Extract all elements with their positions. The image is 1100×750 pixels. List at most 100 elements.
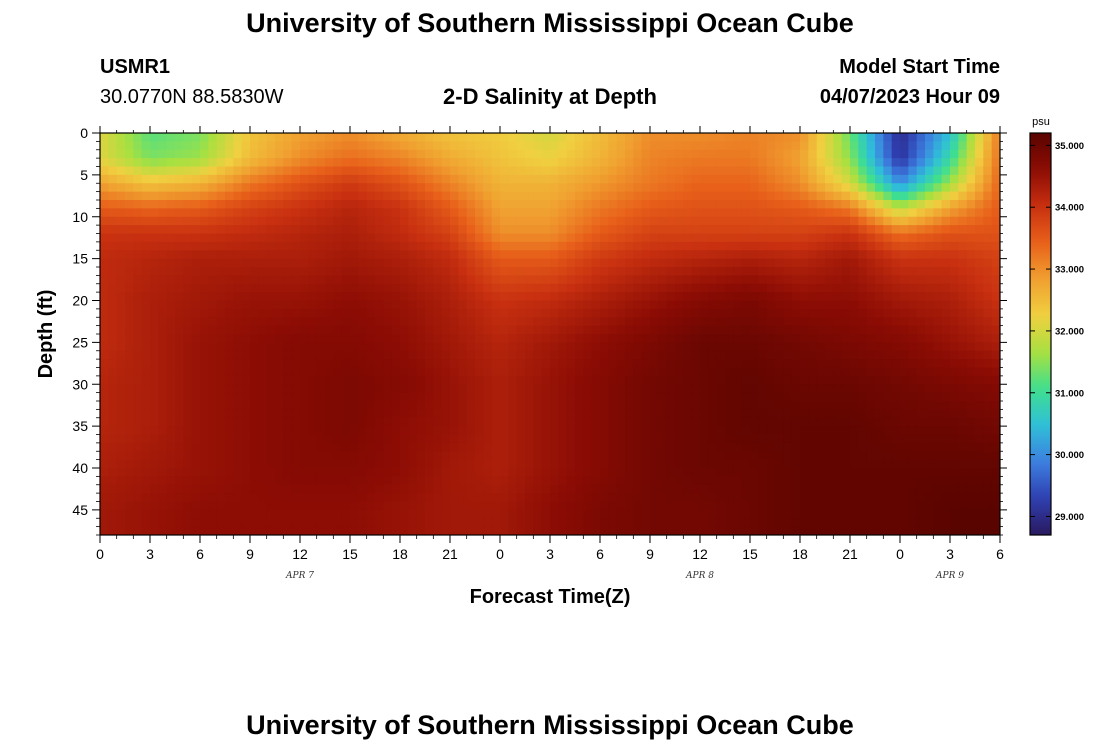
- heatmap-cell: [225, 442, 234, 452]
- heatmap-cell: [783, 275, 793, 285]
- heatmap-cell: [341, 208, 351, 218]
- heatmap-cell: [733, 359, 743, 369]
- heatmap-cell: [908, 375, 918, 385]
- heatmap-cell: [833, 216, 843, 226]
- heatmap-cell: [283, 275, 293, 285]
- heatmap-cell: [308, 174, 318, 184]
- heatmap-cell: [591, 392, 601, 402]
- heatmap-cell: [141, 158, 151, 168]
- heatmap-cell: [825, 267, 834, 276]
- heatmap-cell: [483, 334, 493, 343]
- heatmap-cell: [191, 166, 201, 176]
- heatmap-cell: [166, 166, 176, 176]
- heatmap-cell: [575, 174, 584, 184]
- heatmap-cell: [258, 401, 268, 410]
- heatmap-cell: [758, 367, 768, 377]
- heatmap-cell: [283, 434, 293, 444]
- heatmap-cell: [833, 275, 843, 285]
- heatmap-cell: [866, 275, 876, 285]
- heatmap-cell: [266, 233, 276, 243]
- heatmap-cell: [733, 191, 743, 201]
- heatmap-cell: [691, 342, 701, 352]
- heatmap-cell: [416, 317, 426, 327]
- heatmap-cell: [491, 417, 501, 427]
- heatmap-cell: [900, 367, 909, 377]
- heatmap-cell: [658, 233, 668, 243]
- heatmap-cell: [175, 501, 184, 511]
- heatmap-cell: [691, 317, 701, 327]
- heatmap-cell: [933, 476, 943, 486]
- heatmap-cell: [483, 451, 493, 461]
- heatmap-cell: [575, 484, 584, 494]
- heatmap-cell: [141, 133, 151, 142]
- heatmap-cell: [966, 375, 976, 385]
- heatmap-cell: [725, 459, 734, 469]
- heatmap-cell: [783, 451, 793, 461]
- heatmap-cell: [575, 183, 584, 193]
- heatmap-cell: [650, 384, 659, 394]
- heatmap-cell: [158, 275, 168, 285]
- heatmap-cell: [933, 509, 943, 519]
- heatmap-cell: [800, 359, 809, 369]
- heatmap-cell: [450, 417, 459, 427]
- heatmap-cell: [516, 359, 526, 369]
- heatmap-cell: [600, 200, 609, 209]
- heatmap-cell: [433, 258, 443, 268]
- heatmap-cell: [925, 283, 934, 293]
- heatmap-cell: [308, 334, 318, 343]
- heatmap-cell: [475, 459, 484, 469]
- heatmap-cell: [616, 233, 626, 243]
- heatmap-cell: [508, 283, 518, 293]
- heatmap-cell: [908, 166, 918, 176]
- heatmap-cell: [858, 375, 868, 385]
- heatmap-cell: [175, 283, 184, 293]
- heatmap-cell: [900, 334, 909, 343]
- heatmap-cell: [241, 359, 251, 369]
- heatmap-cell: [100, 476, 109, 486]
- heatmap-cell: [191, 300, 201, 310]
- heatmap-cell: [583, 392, 593, 402]
- heatmap-cell: [533, 342, 543, 352]
- heatmap-cell: [666, 367, 676, 377]
- heatmap-cell: [133, 451, 143, 461]
- heatmap-cell: [975, 434, 984, 444]
- heatmap-cell: [983, 334, 993, 343]
- heatmap-cell: [133, 317, 143, 327]
- heatmap-cell: [833, 166, 843, 176]
- heatmap-cell: [508, 166, 518, 176]
- heatmap-cell: [733, 166, 743, 176]
- heatmap-cell: [325, 133, 334, 142]
- heatmap-cell: [191, 451, 201, 461]
- heatmap-cell: [258, 233, 268, 243]
- heatmap-cell: [250, 308, 259, 318]
- heatmap-cell: [241, 509, 251, 519]
- heatmap-cell: [775, 426, 784, 436]
- heatmap-cell: [750, 275, 759, 285]
- heatmap-cell: [716, 493, 726, 503]
- heatmap-cell: [283, 133, 293, 142]
- heatmap-cell: [583, 233, 593, 243]
- heatmap-cell: [116, 384, 126, 394]
- heatmap-cell: [158, 442, 168, 452]
- heatmap-cell: [266, 426, 276, 436]
- heatmap-cell: [675, 317, 684, 327]
- heatmap-cell: [550, 308, 559, 318]
- heatmap-cell: [883, 334, 893, 343]
- heatmap-cell: [725, 275, 734, 285]
- heatmap-cell: [166, 258, 176, 268]
- heatmap-cell: [983, 426, 993, 436]
- heatmap-cell: [183, 325, 193, 335]
- heatmap-cell: [216, 191, 226, 201]
- heatmap-cell: [550, 417, 559, 427]
- heatmap-cell: [225, 300, 234, 310]
- heatmap-cell: [233, 200, 243, 209]
- heatmap-cell: [425, 384, 434, 394]
- heatmap-cell: [750, 459, 759, 469]
- heatmap-cell: [358, 158, 368, 168]
- heatmap-cell: [783, 174, 793, 184]
- heatmap-cell: [466, 484, 476, 494]
- heatmap-cell: [900, 409, 909, 419]
- heatmap-cell: [641, 225, 651, 235]
- heatmap-cell: [475, 191, 484, 201]
- heatmap-cell: [916, 384, 926, 394]
